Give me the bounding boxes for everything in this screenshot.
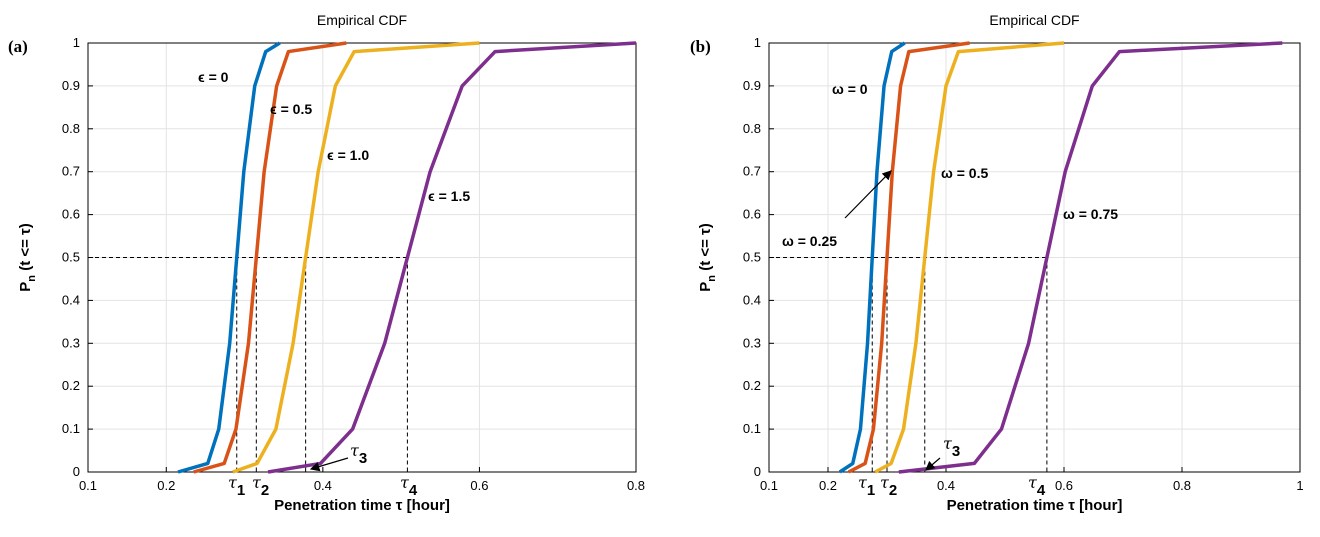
series-label: ω = 0.5 (941, 165, 988, 181)
y-tick-label: 0.8 (743, 121, 761, 136)
x-tick-label: 0.4 (937, 478, 955, 493)
tau-subscript: 4 (1037, 482, 1046, 499)
tau-label: τ4 (400, 473, 418, 499)
y-label-sub: n (706, 275, 718, 282)
annotation-arrow (309, 457, 349, 472)
y-label-sub: n (26, 275, 38, 282)
x-tick-label: 0.6 (1055, 478, 1073, 493)
series-label: ϵ = 1.5 (428, 188, 470, 204)
annotation-arrow (844, 170, 892, 219)
y-tick-label: 0.6 (62, 207, 80, 222)
tau-label: τ3 (350, 441, 367, 467)
y-tick-label: 0.3 (62, 335, 80, 350)
y-tick-label: 1 (754, 35, 761, 50)
x-tick-label: 1 (1296, 478, 1303, 493)
cdf-line (267, 41, 637, 474)
y-tick-label: 0.2 (743, 378, 761, 393)
tau-symbol: τ (943, 434, 953, 453)
y-label-rest: (t <= τ) (17, 223, 34, 275)
x-axis-label: Penetration time τ [hour] (274, 497, 450, 514)
tau-subscript: 3 (359, 450, 367, 467)
y-tick-label: 0.6 (743, 207, 761, 222)
y-tick-label: 0.4 (62, 292, 80, 307)
y-label-main: P (697, 282, 714, 292)
annotation-arrow (925, 457, 941, 471)
tau-subscript: 2 (889, 482, 897, 499)
cdf-line (847, 41, 970, 474)
cdf-line (838, 41, 906, 474)
y-tick-label: 0.3 (743, 335, 761, 350)
y-tick-label: 0.5 (62, 250, 80, 265)
x-tick-label: 0.6 (470, 478, 488, 493)
x-tick-label: 0.2 (157, 478, 175, 493)
series-label: ω = 0.25 (782, 233, 837, 249)
y-tick-label: 0.7 (62, 164, 80, 179)
tau-symbol: τ (400, 473, 410, 492)
tau-label: τ4 (1028, 473, 1046, 499)
tau-subscript: 4 (409, 482, 418, 499)
tau-label: τ2 (252, 473, 269, 499)
y-tick-label: 0 (73, 464, 80, 479)
chart-title: Empirical CDF (317, 12, 407, 28)
tau-symbol: τ (858, 473, 868, 492)
tau-subscript: 2 (261, 482, 269, 499)
tau-label: τ1 (228, 473, 245, 499)
panel-label: (a) (8, 37, 28, 56)
series-label: ω = 0.75 (1063, 206, 1118, 222)
tau-subscript: 1 (867, 482, 875, 499)
x-tick-label: 0.4 (314, 478, 332, 493)
tau-symbol: τ (1028, 473, 1038, 492)
y-tick-label: 0 (754, 464, 761, 479)
y-tick-label: 0.7 (743, 164, 761, 179)
y-tick-label: 0.8 (62, 121, 80, 136)
tau-subscript: 3 (952, 443, 960, 460)
y-label-main: P (17, 282, 34, 292)
x-tick-label: 0.2 (819, 478, 837, 493)
tau-label: τ3 (943, 434, 960, 460)
tau-symbol: τ (252, 473, 262, 492)
y-tick-label: 0.4 (743, 292, 761, 307)
x-tick-label: 0.1 (79, 478, 97, 493)
cdf-line (193, 41, 347, 474)
cdf-line (177, 41, 281, 474)
chart-title: Empirical CDF (989, 12, 1079, 28)
y-tick-label: 0.9 (743, 78, 761, 93)
series-label: ϵ = 0.5 (270, 101, 312, 117)
cdf-line (898, 41, 1283, 474)
y-tick-label: 1 (73, 35, 80, 50)
panel-label: (b) (690, 37, 711, 56)
tau-symbol: τ (880, 473, 890, 492)
x-tick-label: 0.8 (1173, 478, 1191, 493)
y-tick-label: 0.9 (62, 78, 80, 93)
series-label: ϵ = 0 (198, 69, 229, 85)
y-axis-label: Pn (t <= τ) (17, 223, 38, 291)
x-tick-label: 0.8 (627, 478, 645, 493)
y-tick-label: 0.1 (743, 421, 761, 436)
tau-subscript: 1 (237, 482, 245, 499)
cdf-line (232, 41, 480, 474)
y-axis-label: Pn (t <= τ) (697, 223, 718, 291)
cdf-line (874, 41, 1065, 474)
series-label: ϵ = 1.0 (327, 147, 369, 163)
tau-symbol: τ (350, 441, 360, 460)
tau-label: τ2 (880, 473, 897, 499)
series-label: ω = 0 (832, 81, 868, 97)
x-tick-label: 0.1 (760, 478, 778, 493)
tau-symbol: τ (228, 473, 238, 492)
x-axis-label: Penetration time τ [hour] (947, 497, 1123, 514)
y-tick-label: 0.5 (743, 250, 761, 265)
tau-label: τ1 (858, 473, 875, 499)
y-tick-label: 0.1 (62, 421, 80, 436)
y-tick-label: 0.2 (62, 378, 80, 393)
y-label-rest: (t <= τ) (697, 223, 714, 275)
